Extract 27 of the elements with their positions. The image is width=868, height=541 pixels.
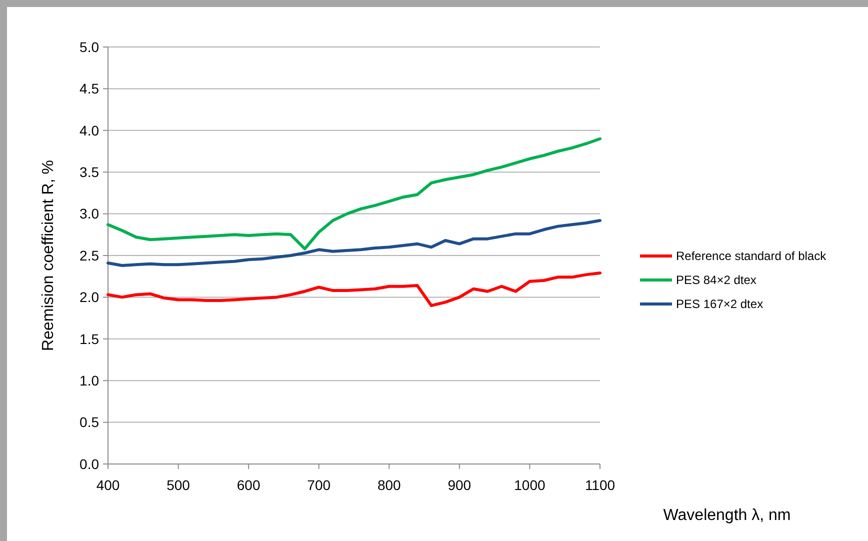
x-tick-label: 700: [307, 477, 331, 493]
legend-label: PES 167×2 dtex: [676, 297, 764, 312]
y-tick-label: 1.0: [80, 372, 100, 388]
line-series: [106, 218, 602, 268]
y-tick-label: 4.0: [80, 122, 100, 138]
y-tick-label: 3.5: [80, 164, 100, 180]
line-series: [106, 137, 602, 250]
x-tick-label: 600: [236, 477, 260, 493]
legend-label: PES 84×2 dtex: [676, 273, 756, 288]
y-axis-title: Reemision coefficient R, %: [40, 160, 57, 351]
line-series: [106, 272, 602, 308]
x-tick-label: 500: [166, 477, 190, 493]
y-tick-label: 2.0: [80, 289, 100, 306]
y-tick-label: 5.0: [80, 38, 100, 55]
x-axis-title: Wavelength λ, nm: [663, 507, 791, 524]
y-tick-label: 3.0: [80, 206, 100, 222]
x-tick-label: 1100: [584, 477, 616, 493]
y-tick-label: 1.5: [80, 330, 100, 347]
x-tick-label: 900: [448, 477, 472, 493]
y-tick-label: 0.0: [80, 456, 100, 472]
x-tick-label: 1000: [514, 477, 546, 493]
legend-label: Reference standard of black: [676, 249, 828, 264]
x-tick-label: 800: [377, 477, 402, 493]
y-tick-label: 2.5: [80, 247, 100, 264]
x-tick-label: 400: [96, 477, 120, 493]
y-tick-label: 4.5: [80, 80, 100, 97]
y-tick-label: 0.5: [80, 414, 100, 430]
